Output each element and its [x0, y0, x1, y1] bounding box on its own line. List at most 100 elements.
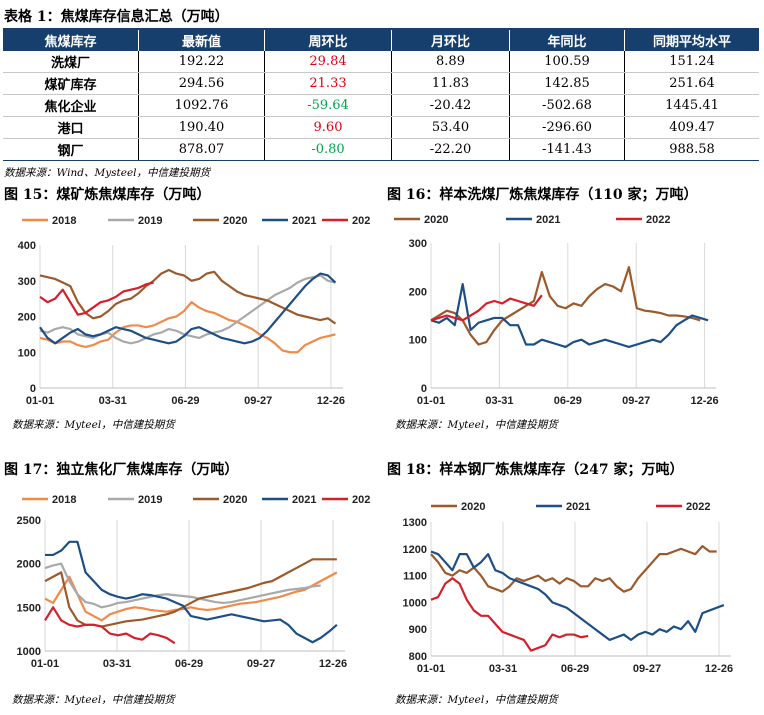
table-header-row: 焦煤库存 最新值 周环比 月环比 年同比 同期平均水平 — [3, 30, 759, 51]
coking-coal-inventory-table: 焦煤库存 最新值 周环比 月环比 年同比 同期平均水平 洗煤厂 192.22 29.… — [3, 30, 759, 161]
row-name: 港口 — [3, 116, 139, 139]
wow-value: -59.64 — [264, 94, 392, 117]
yoy-value: -141.43 — [509, 138, 625, 161]
wow-value: 29.84 — [264, 51, 392, 73]
fig18-source: 数据来源：Myteel，中信建投期货 — [395, 694, 558, 706]
x-tick-label: 09-27 — [633, 663, 661, 675]
header-yoy: 年同比 — [509, 30, 625, 51]
y-tick-label: 300 — [18, 276, 36, 288]
fig16-chart: 01-01 03-31 06-29 09-27 12-26 0 100 200 300 2020 2… — [394, 214, 719, 407]
legend-label-2020: 2020 — [424, 214, 448, 226]
fig16-source: 数据来源：Myteel，中信建投期货 — [395, 419, 558, 431]
fig15-source: 数据来源：Myteel，中信建投期货 — [12, 419, 175, 431]
legend-label-2020: 2020 — [223, 215, 247, 227]
legend-label-2021: 2021 — [292, 215, 316, 227]
x-tick-label: 12-26 — [691, 395, 719, 407]
y-tick-label: 800 — [409, 651, 427, 663]
avg-value: 151.24 — [624, 51, 759, 73]
y-tick-label: 1500 — [17, 602, 41, 614]
x-tick-label: 06-29 — [554, 395, 582, 407]
x-tick-label: 09-27 — [622, 395, 650, 407]
y-tick-label: 1100 — [403, 571, 427, 583]
legend-label-2019: 2019 — [138, 215, 162, 227]
mom-value: -20.42 — [391, 94, 510, 117]
x-tick-label: 06-29 — [175, 658, 203, 670]
legend-label-2021: 2021 — [536, 214, 560, 226]
x-tick-label: 12-26 — [319, 658, 347, 670]
legend-label-2022: 2022 — [352, 215, 370, 227]
row-name: 煤矿库存 — [3, 72, 139, 95]
row-name: 焦化企业 — [3, 94, 139, 117]
series-line-2021 — [430, 282, 709, 349]
legend-label-2018: 2018 — [52, 494, 76, 506]
fig15-chart: 01-01 03-31 06-29 09-27 12-26 0 100 200 300 400 20… — [18, 215, 370, 407]
table-top-rule — [3, 28, 759, 30]
y-tick-label: 200 — [409, 286, 427, 298]
avg-value: 1445.41 — [624, 94, 759, 117]
y-tick-label: 300 — [409, 238, 427, 250]
y-tick-label: 2500 — [17, 515, 41, 527]
x-tick-label: 01-01 — [417, 395, 445, 407]
legend-label-2018: 2018 — [52, 215, 76, 227]
series-line-2022 — [430, 577, 589, 652]
fig16-title: 图 16：样本洗煤厂炼焦煤库存（110 家；万吨） — [387, 187, 698, 203]
header-wow: 周环比 — [264, 30, 392, 51]
wow-value: 9.60 — [264, 116, 392, 139]
series-line-2021 — [45, 540, 338, 644]
fig17-title: 图 17：独立焦化厂焦煤库存（万吨） — [4, 462, 239, 478]
y-tick-label: 0 — [421, 383, 427, 395]
latest-value: 1092.76 — [138, 94, 265, 117]
series-line-2020 — [430, 266, 701, 346]
latest-value: 294.56 — [138, 72, 265, 95]
series-line-2021 — [430, 550, 725, 642]
latest-value: 878.07 — [138, 138, 265, 161]
series-line-2022 — [44, 606, 176, 645]
series-line-2021 — [39, 272, 337, 345]
avg-value: 988.58 — [624, 138, 759, 161]
fig17-chart: 01-01 03-31 06-29 09-27 12-26 1000 1500 2000 250… — [17, 494, 370, 670]
series-line-2020 — [430, 545, 717, 593]
header-mom: 月环比 — [391, 30, 510, 51]
series-line-2019 — [39, 274, 336, 345]
y-tick-label: 200 — [18, 312, 36, 324]
table-row: 煤矿库存 294.56 21.33 11.83 142.85 251.64 — [3, 72, 759, 95]
x-tick-label: 03-31 — [485, 395, 513, 407]
x-tick-label: 01-01 — [417, 663, 445, 675]
legend-label-2019: 2019 — [138, 494, 162, 506]
latest-value: 190.40 — [138, 116, 265, 139]
x-tick-label: 01-01 — [26, 395, 54, 407]
x-tick-label: 06-29 — [171, 395, 199, 407]
table-row: 洗煤厂 192.22 29.84 8.89 100.59 151.24 — [3, 51, 759, 73]
series-line-2022 — [39, 281, 154, 316]
yoy-value: -296.60 — [509, 116, 625, 139]
x-tick-label: 12-26 — [317, 395, 345, 407]
x-tick-label: 09-27 — [244, 395, 272, 407]
x-tick-label: 03-31 — [99, 395, 127, 407]
mom-value: 53.40 — [391, 116, 510, 139]
legend-label-2022: 2022 — [352, 494, 370, 506]
header-latest: 最新值 — [138, 30, 265, 51]
table-row: 焦化企业 1092.76 -59.64 -20.42 -502.68 1445.41 — [3, 94, 759, 117]
x-tick-label: 03-31 — [103, 658, 131, 670]
table-title: 表格 1：焦煤库存信息汇总（万吨） — [4, 9, 229, 25]
y-tick-label: 400 — [18, 240, 36, 252]
series-line-2018 — [44, 571, 338, 622]
y-tick-label: 1200 — [403, 544, 427, 556]
y-tick-label: 1000 — [17, 646, 41, 658]
legend-label-2020: 2020 — [223, 494, 247, 506]
mom-value: 8.89 — [391, 51, 510, 73]
row-name: 钢厂 — [3, 138, 139, 161]
wow-value: -0.80 — [264, 138, 392, 161]
x-tick-label: 01-01 — [31, 658, 59, 670]
table-row: 钢厂 878.07 -0.80 -22.20 -141.43 988.58 — [3, 138, 759, 161]
row-name: 洗煤厂 — [3, 51, 139, 73]
yoy-value: 142.85 — [509, 72, 625, 95]
series-line-2022 — [430, 294, 543, 322]
y-tick-label: 100 — [18, 347, 36, 359]
x-tick-label: 09-27 — [247, 658, 275, 670]
y-tick-label: 100 — [409, 335, 427, 347]
header-period-avg: 同期平均水平 — [624, 30, 759, 51]
fig17-source: 数据来源：Myteel，中信建投期货 — [12, 694, 175, 706]
x-tick-label: 03-31 — [489, 663, 517, 675]
y-tick-label: 1300 — [403, 517, 427, 529]
